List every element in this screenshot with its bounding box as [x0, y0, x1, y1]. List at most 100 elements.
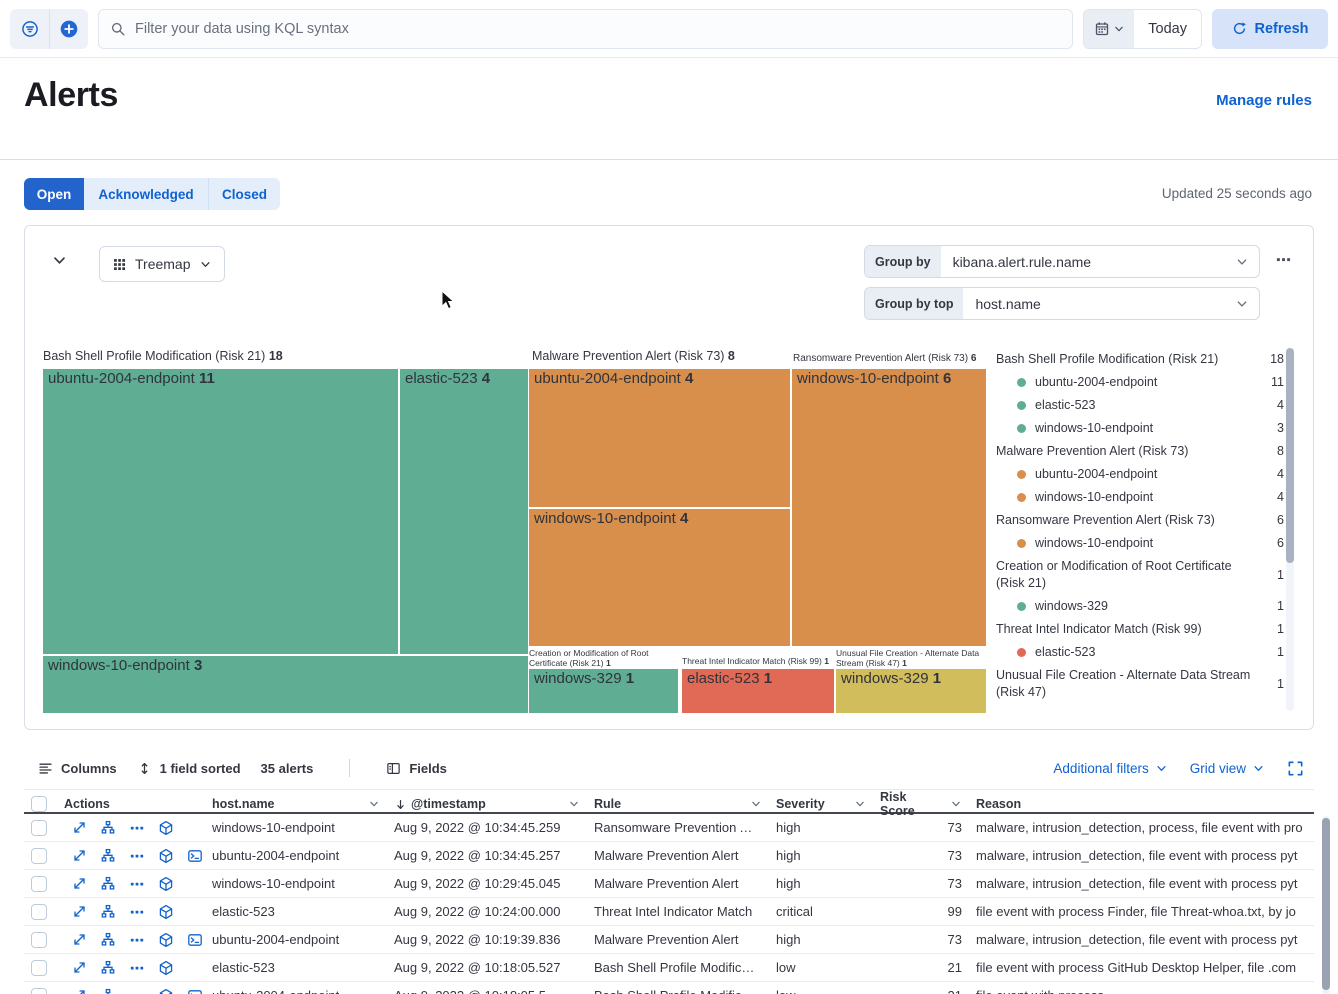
row-checkbox[interactable]: [31, 820, 47, 836]
table-scrollbar-thumb[interactable]: [1322, 818, 1330, 990]
reason-cell[interactable]: file event with process: [968, 988, 1314, 994]
session-view-icon[interactable]: [187, 848, 203, 864]
select-all-checkbox[interactable]: [31, 796, 47, 812]
group-by-select[interactable]: Group by kibana.alert.rule.name: [864, 245, 1260, 278]
date-range-button[interactable]: Today: [1134, 10, 1201, 48]
column-header-risk-score[interactable]: Risk Score: [872, 790, 968, 818]
more-actions-icon[interactable]: [129, 932, 145, 948]
columns-button[interactable]: Columns: [38, 761, 117, 776]
treemap-cell[interactable]: elastic-523 4: [400, 369, 528, 654]
legend-child-item[interactable]: windows-10-endpoint6: [996, 532, 1284, 555]
row-checkbox[interactable]: [31, 904, 47, 920]
row-checkbox[interactable]: [31, 932, 47, 948]
panel-collapse-chevron-icon[interactable]: [51, 252, 68, 269]
legend-child-item[interactable]: windows-10-endpoint3: [996, 417, 1284, 440]
legend-group-item[interactable]: Malware Prevention Alert (Risk 73)8: [996, 440, 1284, 463]
analyze-event-icon[interactable]: [158, 988, 174, 994]
tab-acknowledged[interactable]: Acknowledged: [84, 178, 208, 210]
more-actions-icon[interactable]: [129, 876, 145, 892]
reason-cell[interactable]: malware, intrusion_detection, process, f…: [968, 820, 1314, 835]
chevron-down-icon[interactable]: [950, 798, 962, 810]
column-header-host-name[interactable]: host.name: [204, 797, 386, 811]
treemap-cell[interactable]: windows-10-endpoint 3: [43, 656, 528, 713]
rule-cell[interactable]: Bash Shell Profile Modification: [586, 988, 768, 994]
reason-cell[interactable]: malware, intrusion_detection, file event…: [968, 848, 1314, 863]
treemap-cell[interactable]: windows-329 1: [529, 669, 678, 713]
expand-alert-icon[interactable]: [72, 848, 87, 863]
session-view-icon[interactable]: [187, 988, 203, 994]
additional-filters-button[interactable]: Additional filters: [1053, 761, 1167, 776]
timestamp-cell[interactable]: Aug 9, 2022 @ 10:34:45.259: [386, 820, 586, 835]
legend-child-item[interactable]: elastic-5234: [996, 394, 1284, 417]
row-checkbox[interactable]: [31, 960, 47, 976]
host-name-cell[interactable]: elastic-523: [204, 960, 386, 975]
expand-alert-icon[interactable]: [72, 988, 87, 994]
rule-cell[interactable]: Malware Prevention Alert: [586, 932, 768, 947]
more-actions-icon[interactable]: [129, 988, 145, 994]
row-checkbox[interactable]: [31, 848, 47, 864]
chart-view-select[interactable]: Treemap: [99, 246, 225, 282]
group-by-top-select[interactable]: Group by top host.name: [864, 287, 1260, 320]
legend-group-item[interactable]: Unusual File Creation - Alternate Data S…: [996, 664, 1284, 704]
analyze-event-icon[interactable]: [158, 848, 174, 864]
reason-cell[interactable]: malware, intrusion_detection, file event…: [968, 876, 1314, 891]
analyze-event-icon[interactable]: [158, 932, 174, 948]
treemap-cell[interactable]: windows-329 1: [836, 669, 986, 713]
more-actions-icon[interactable]: [129, 820, 145, 836]
tab-open[interactable]: Open: [24, 178, 84, 210]
tab-closed[interactable]: Closed: [208, 178, 280, 210]
investigate-in-timeline-icon[interactable]: [100, 988, 116, 994]
grid-view-button[interactable]: Grid view: [1190, 761, 1265, 776]
investigate-in-timeline-icon[interactable]: [100, 820, 116, 836]
expand-alert-icon[interactable]: [72, 876, 87, 891]
rule-cell[interactable]: Threat Intel Indicator Match: [586, 904, 768, 919]
sort-fields-button[interactable]: 1 field sorted: [137, 761, 241, 776]
legend-scrollbar[interactable]: [1286, 348, 1294, 711]
legend-child-item[interactable]: elastic-5231: [996, 641, 1284, 664]
rule-cell[interactable]: Malware Prevention Alert: [586, 848, 768, 863]
reason-cell[interactable]: file event with process Finder, file Thr…: [968, 904, 1314, 919]
timestamp-cell[interactable]: Aug 9, 2022 @ 10:19:39.836: [386, 932, 586, 947]
session-view-icon[interactable]: [187, 932, 203, 948]
legend-group-item[interactable]: Threat Intel Indicator Match (Risk 99)1: [996, 618, 1284, 641]
analyze-event-icon[interactable]: [158, 960, 174, 976]
investigate-in-timeline-icon[interactable]: [100, 960, 116, 976]
legend-child-item[interactable]: ubuntu-2004-endpoint11: [996, 371, 1284, 394]
column-header-timestamp[interactable]: @timestamp: [386, 797, 586, 811]
legend-group-item[interactable]: Ransomware Prevention Alert (Risk 73)6: [996, 509, 1284, 532]
host-name-cell[interactable]: ubuntu-2004-endpoint: [204, 988, 386, 994]
rule-cell[interactable]: Bash Shell Profile Modification: [586, 960, 768, 975]
treemap-cell[interactable]: ubuntu-2004-endpoint 11: [43, 369, 398, 654]
timestamp-cell[interactable]: Aug 9, 2022 @ 10:29:45.045: [386, 876, 586, 891]
analyze-event-icon[interactable]: [158, 820, 174, 836]
chevron-down-icon[interactable]: [368, 798, 380, 810]
fields-button[interactable]: Fields: [386, 761, 447, 776]
legend-group-item[interactable]: Creation or Modification of Root Certifi…: [996, 555, 1284, 595]
saved-query-menu-button[interactable]: [10, 9, 49, 49]
expand-alert-icon[interactable]: [72, 904, 87, 919]
rule-cell[interactable]: Ransomware Prevention Alert: [586, 820, 768, 835]
analyze-event-icon[interactable]: [158, 876, 174, 892]
column-header-rule[interactable]: Rule: [586, 797, 768, 811]
add-filter-button[interactable]: [49, 9, 88, 49]
investigate-in-timeline-icon[interactable]: [100, 904, 116, 920]
row-checkbox[interactable]: [31, 876, 47, 892]
expand-alert-icon[interactable]: [72, 820, 87, 835]
timestamp-cell[interactable]: Aug 9, 2022 @ 10:18:05.527: [386, 960, 586, 975]
investigate-in-timeline-icon[interactable]: [100, 876, 116, 892]
more-actions-icon[interactable]: [129, 960, 145, 976]
reason-cell[interactable]: malware, intrusion_detection, file event…: [968, 932, 1314, 947]
chart-options-icon[interactable]: [1275, 251, 1292, 268]
fullscreen-icon[interactable]: [1287, 760, 1304, 777]
reason-cell[interactable]: file event with process GitHub Desktop H…: [968, 960, 1314, 975]
column-header-reason[interactable]: Reason: [968, 797, 1314, 811]
legend-scrollbar-thumb[interactable]: [1286, 348, 1294, 563]
treemap-cell[interactable]: windows-10-endpoint 4: [529, 509, 790, 646]
analyze-event-icon[interactable]: [158, 904, 174, 920]
expand-alert-icon[interactable]: [72, 932, 87, 947]
column-header-severity[interactable]: Severity: [768, 797, 872, 811]
investigate-in-timeline-icon[interactable]: [100, 848, 116, 864]
timestamp-cell[interactable]: Aug 9, 2022 @ 10:18:05.5: [386, 988, 586, 994]
legend-child-item[interactable]: windows-10-endpoint4: [996, 486, 1284, 509]
treemap-cell[interactable]: windows-10-endpoint 6: [792, 369, 986, 646]
